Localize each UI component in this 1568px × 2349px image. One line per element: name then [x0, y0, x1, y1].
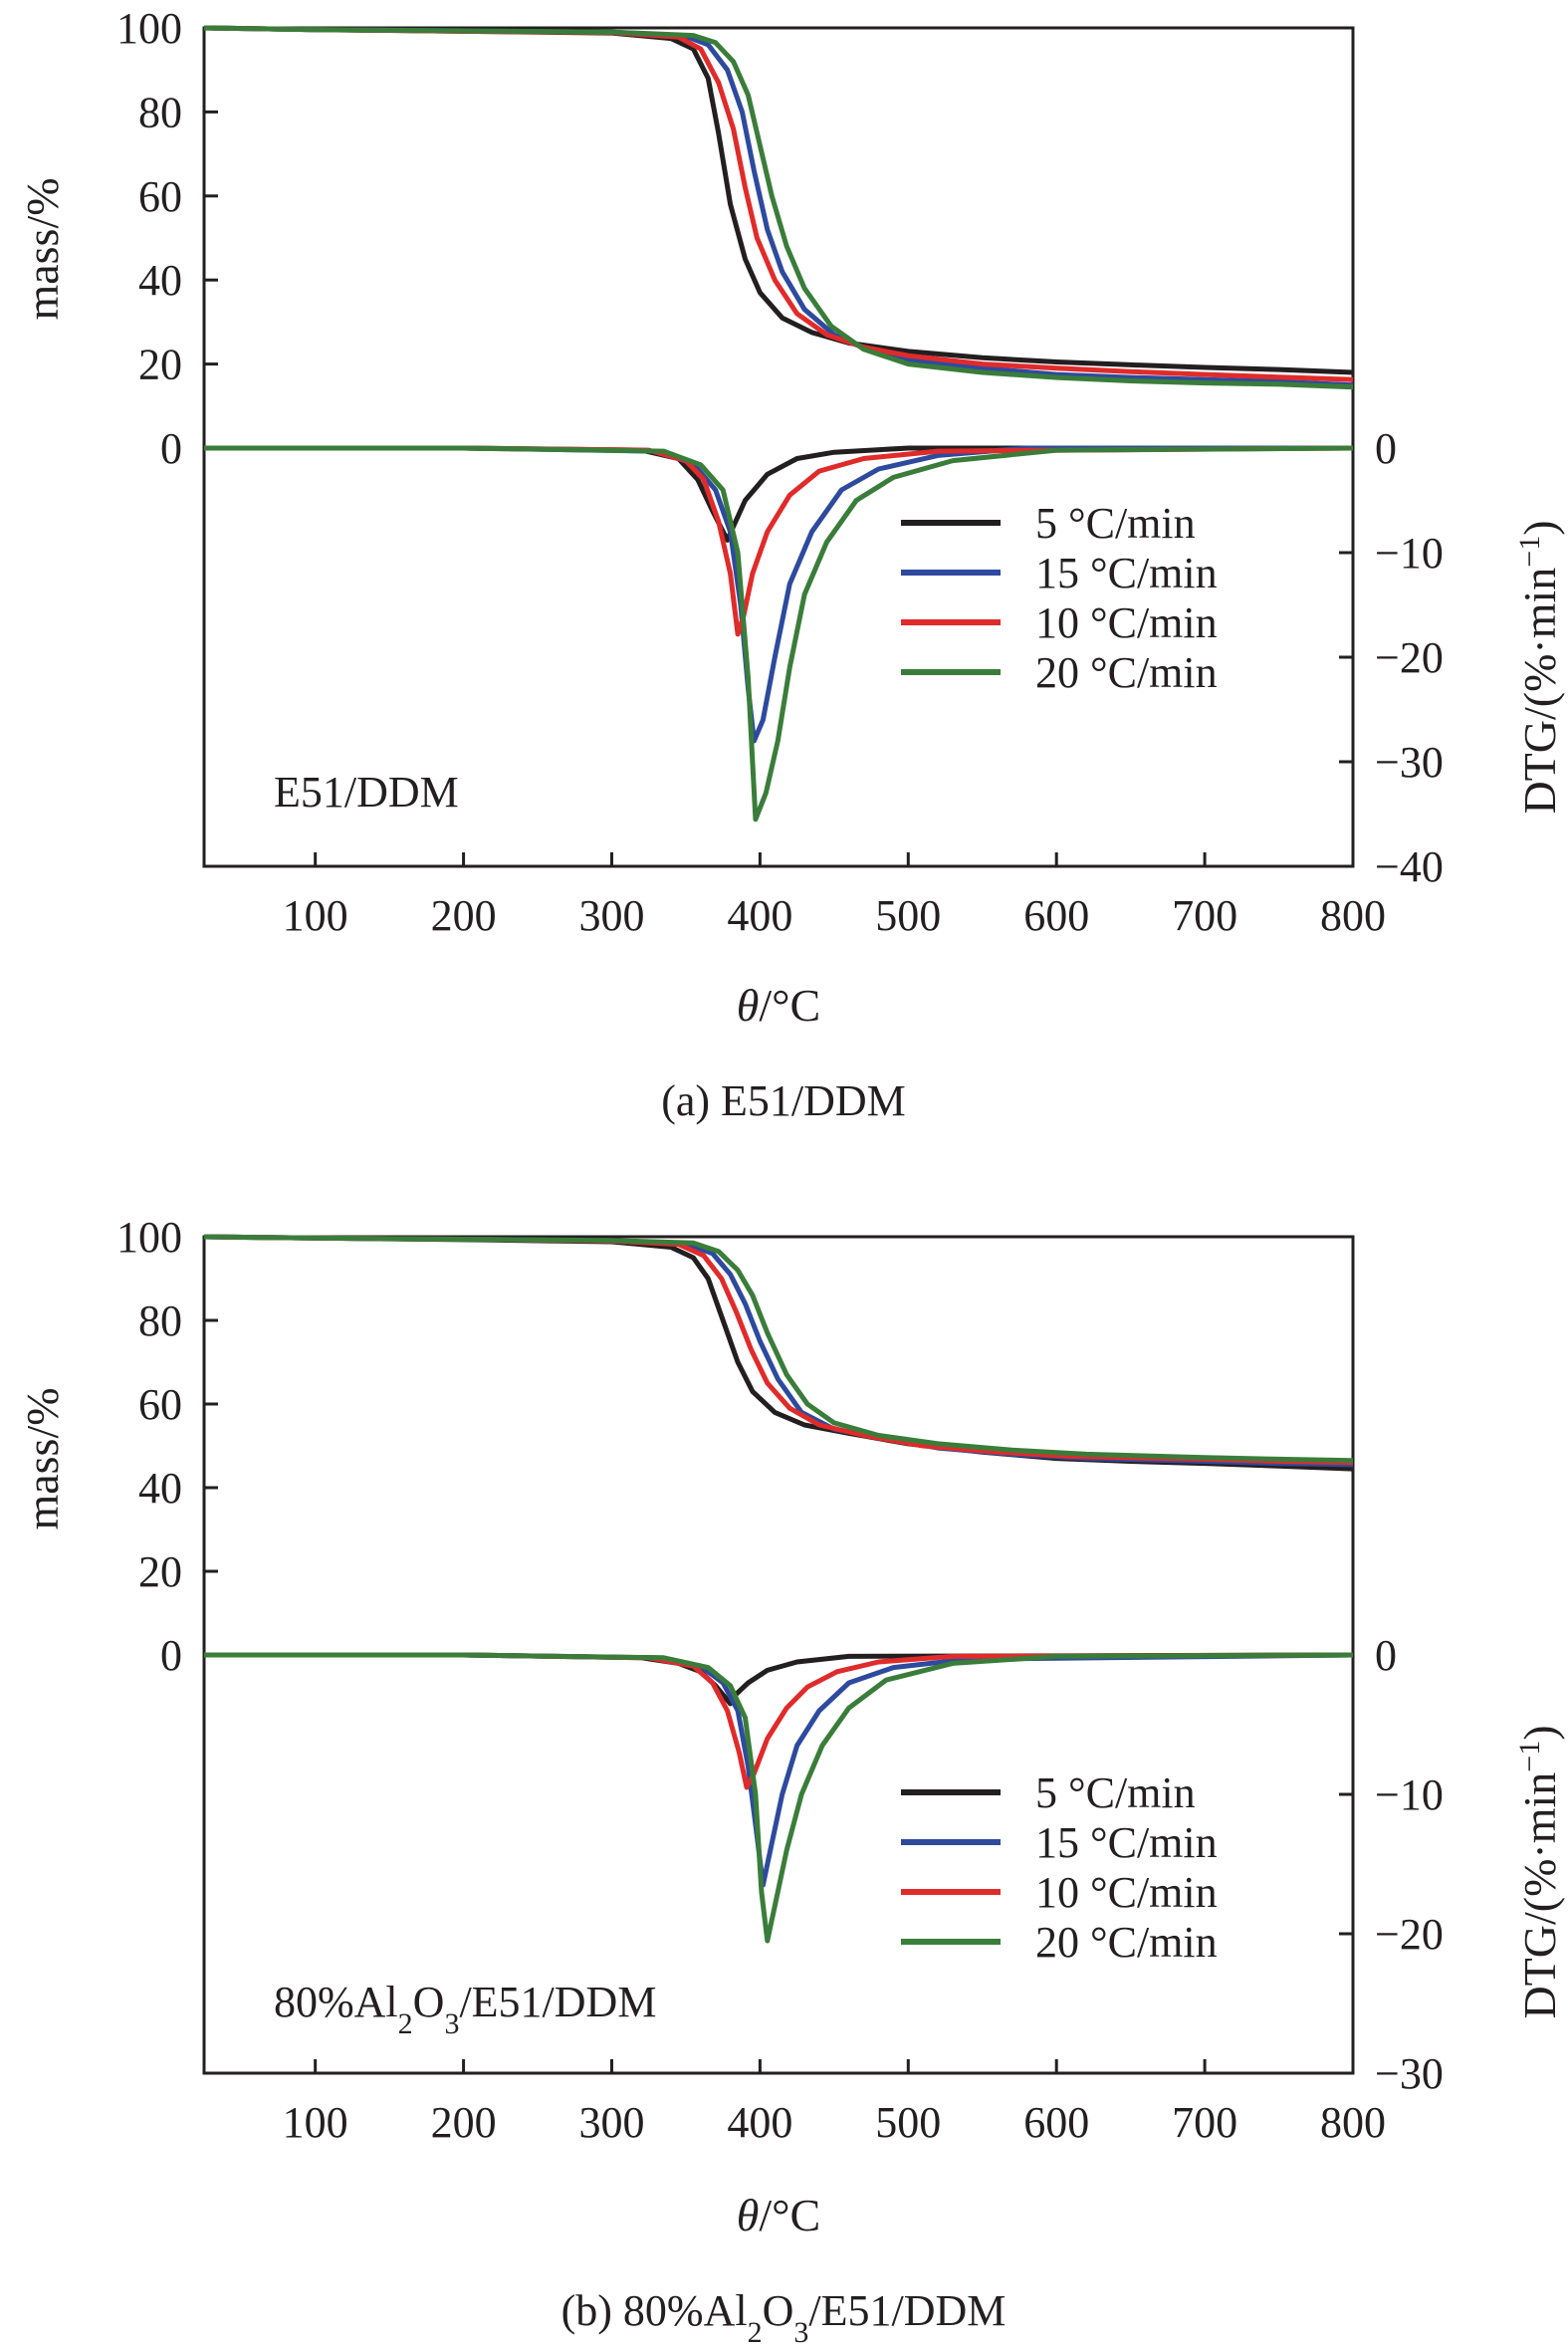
tg-line-15cmin — [203, 1234, 1354, 1468]
y-tick-label-dtg: 0 — [1375, 1631, 1397, 1680]
x-tick-label: 700 — [1172, 2098, 1237, 2147]
y-tick-label-mass: 0 — [160, 1631, 182, 1680]
legend-label: 15 °C/min — [1035, 549, 1218, 597]
legend-label: 15 °C/min — [1035, 1818, 1218, 1867]
caption-b: (b) 80%Al2O3/E51/DDM — [561, 2286, 1007, 2349]
x-tick-label: 100 — [283, 2098, 348, 2147]
y-axis-title-left-b: mass/% — [17, 1387, 68, 1529]
tg-line-5cmin — [203, 25, 1354, 375]
legend-label: 5 °C/min — [1035, 499, 1196, 548]
legend-label: 10 °C/min — [1035, 1868, 1218, 1917]
y-tick-label-dtg: −30 — [1375, 2049, 1444, 2098]
y-axis-title-right-b: DTG/(%·min−1) — [1513, 1725, 1566, 2018]
tg-line-10cmin — [203, 25, 1354, 382]
x-tick-label: 600 — [1023, 891, 1089, 940]
panel-b: 100 200 300 400 500 600 700 800 0 20 40 60 80 100 0 −10… — [17, 1213, 1565, 2349]
y-axis-title-left-a: mass/% — [17, 177, 68, 320]
panel-a: 100 200 300 400 500 600 700 800 0 20 40 60 80 100 0 −10… — [17, 4, 1565, 1125]
y-tick-label-dtg: −20 — [1375, 633, 1444, 682]
y-axis-title-right-a: DTG/(%·min−1) — [1513, 520, 1566, 814]
legend-label: 10 °C/min — [1035, 598, 1218, 647]
y-tick-label-mass: 100 — [116, 4, 182, 53]
y-tick-label-mass: 80 — [138, 88, 182, 136]
legend-label: 20 °C/min — [1035, 1918, 1218, 1967]
tg-line-15cmin — [203, 25, 1354, 388]
y-tick-label-mass: 40 — [138, 256, 182, 305]
y-tick-label-mass: 20 — [138, 341, 182, 389]
dtg-line-10cmin — [204, 1652, 1354, 1790]
series-a — [203, 25, 1354, 822]
x-tick-label: 500 — [875, 2098, 941, 2147]
x-tick-label: 700 — [1172, 891, 1237, 940]
y-tick-label-dtg: 0 — [1375, 424, 1397, 473]
legend-label: 20 °C/min — [1035, 648, 1218, 697]
y-tick-label-mass: 60 — [138, 1380, 182, 1429]
x-tick-label: 600 — [1023, 2098, 1089, 2147]
y-tick-label-dtg: −20 — [1375, 1910, 1444, 1959]
tg-line-10cmin — [203, 1234, 1354, 1466]
x-tick-label: 800 — [1320, 891, 1386, 940]
x-tick-label: 200 — [431, 891, 497, 940]
y-tick-label-mass: 100 — [116, 1213, 182, 1262]
x-tick-label: 400 — [727, 891, 792, 940]
y-tick-label-mass: 60 — [138, 172, 182, 221]
dtg-line-5cmin — [204, 1652, 1354, 1707]
y-tick-label-mass: 20 — [138, 1547, 182, 1596]
y-tick-label-dtg: −10 — [1375, 1770, 1444, 1819]
x-axis-title-a: θ/°C — [737, 980, 820, 1031]
x-tick-label: 300 — [578, 891, 644, 940]
dtg-line-20cmin — [204, 1652, 1354, 1944]
caption-a: (a) E51/DDM — [661, 1076, 906, 1125]
x-axis-title-b: θ/°C — [737, 2190, 820, 2240]
x-tick-label: 300 — [578, 2098, 644, 2147]
x-tick-label: 800 — [1320, 2098, 1386, 2147]
y-tick-label-mass: 0 — [160, 424, 182, 473]
series-b — [203, 1234, 1354, 1944]
tg-line-20cmin — [203, 25, 1354, 390]
y-tick-label-dtg: −30 — [1375, 738, 1444, 787]
axes-b: 100 200 300 400 500 600 700 800 0 20 40 60 80 100 0 −10… — [116, 1213, 1444, 2147]
x-tick-label: 400 — [727, 2098, 792, 2147]
x-tick-label: 200 — [431, 2098, 497, 2147]
tg-line-20cmin — [203, 1234, 1354, 1464]
axes-a: 100 200 300 400 500 600 700 800 0 20 40 60 80 100 0 −10… — [116, 4, 1444, 940]
y-tick-label-mass: 80 — [138, 1296, 182, 1345]
y-tick-label-dtg: −10 — [1375, 529, 1444, 578]
dtg-line-10cmin — [204, 445, 1354, 637]
legend-label: 5 °C/min — [1035, 1768, 1196, 1817]
sample-label-a: E51/DDM — [274, 768, 459, 817]
sample-label-b: 80%Al2O3/E51/DDM — [274, 1978, 656, 2040]
x-tick-label: 100 — [283, 891, 348, 940]
y-tick-label-dtg: −40 — [1375, 842, 1444, 891]
dtg-line-20cmin — [204, 445, 1354, 822]
x-tick-label: 500 — [875, 891, 941, 940]
y-tick-label-mass: 40 — [138, 1464, 182, 1513]
